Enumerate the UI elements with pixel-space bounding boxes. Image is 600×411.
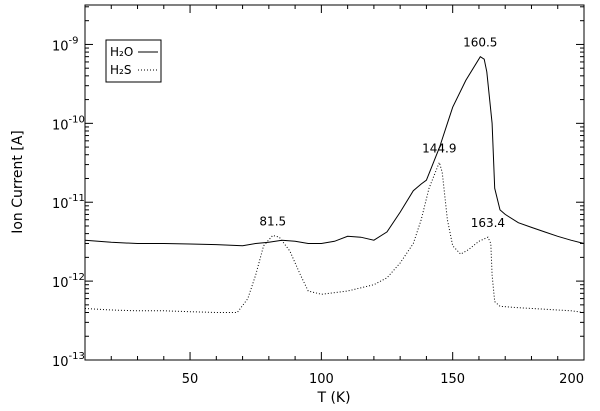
axis-ticks: [84, 5, 585, 361]
peak-label: 81.5: [259, 214, 286, 228]
y-tick-label: 10-13: [52, 351, 85, 370]
series-line-h2s: [84, 160, 585, 313]
y-tick-labels: 10-9 10-10 10-11 10-12 10-13: [52, 35, 85, 370]
y-tick-label: 10-10: [52, 114, 85, 133]
y-tick-label: 10-9: [52, 35, 79, 54]
x-tick-labels: 50 100 150 200: [182, 372, 584, 387]
peak-label: 160.5: [463, 36, 497, 50]
x-tick-label: 200: [559, 372, 584, 387]
y-tick-label: 10-11: [52, 193, 85, 212]
x-tick-label: 100: [309, 372, 334, 387]
peak-label: 163.4: [471, 216, 505, 230]
legend-box: [105, 39, 162, 83]
x-axis-title: T (K): [316, 390, 350, 406]
y-tick-label: 10-12: [52, 272, 85, 291]
x-tick-label: 50: [182, 372, 199, 387]
legend: H₂O H₂S: [105, 39, 162, 83]
series-line-h2o: [84, 56, 585, 247]
peak-label: 144.9: [422, 141, 456, 155]
x-tick-label: 150: [440, 372, 465, 387]
peak-annotations: 81.5 144.9 160.5 163.4: [259, 36, 505, 231]
y-axis-title: Ion Current [A]: [10, 130, 26, 234]
plot-frame: [84, 4, 585, 361]
legend-label-h2s: H₂S: [110, 63, 131, 77]
legend-label-h2o: H₂O: [110, 45, 133, 59]
